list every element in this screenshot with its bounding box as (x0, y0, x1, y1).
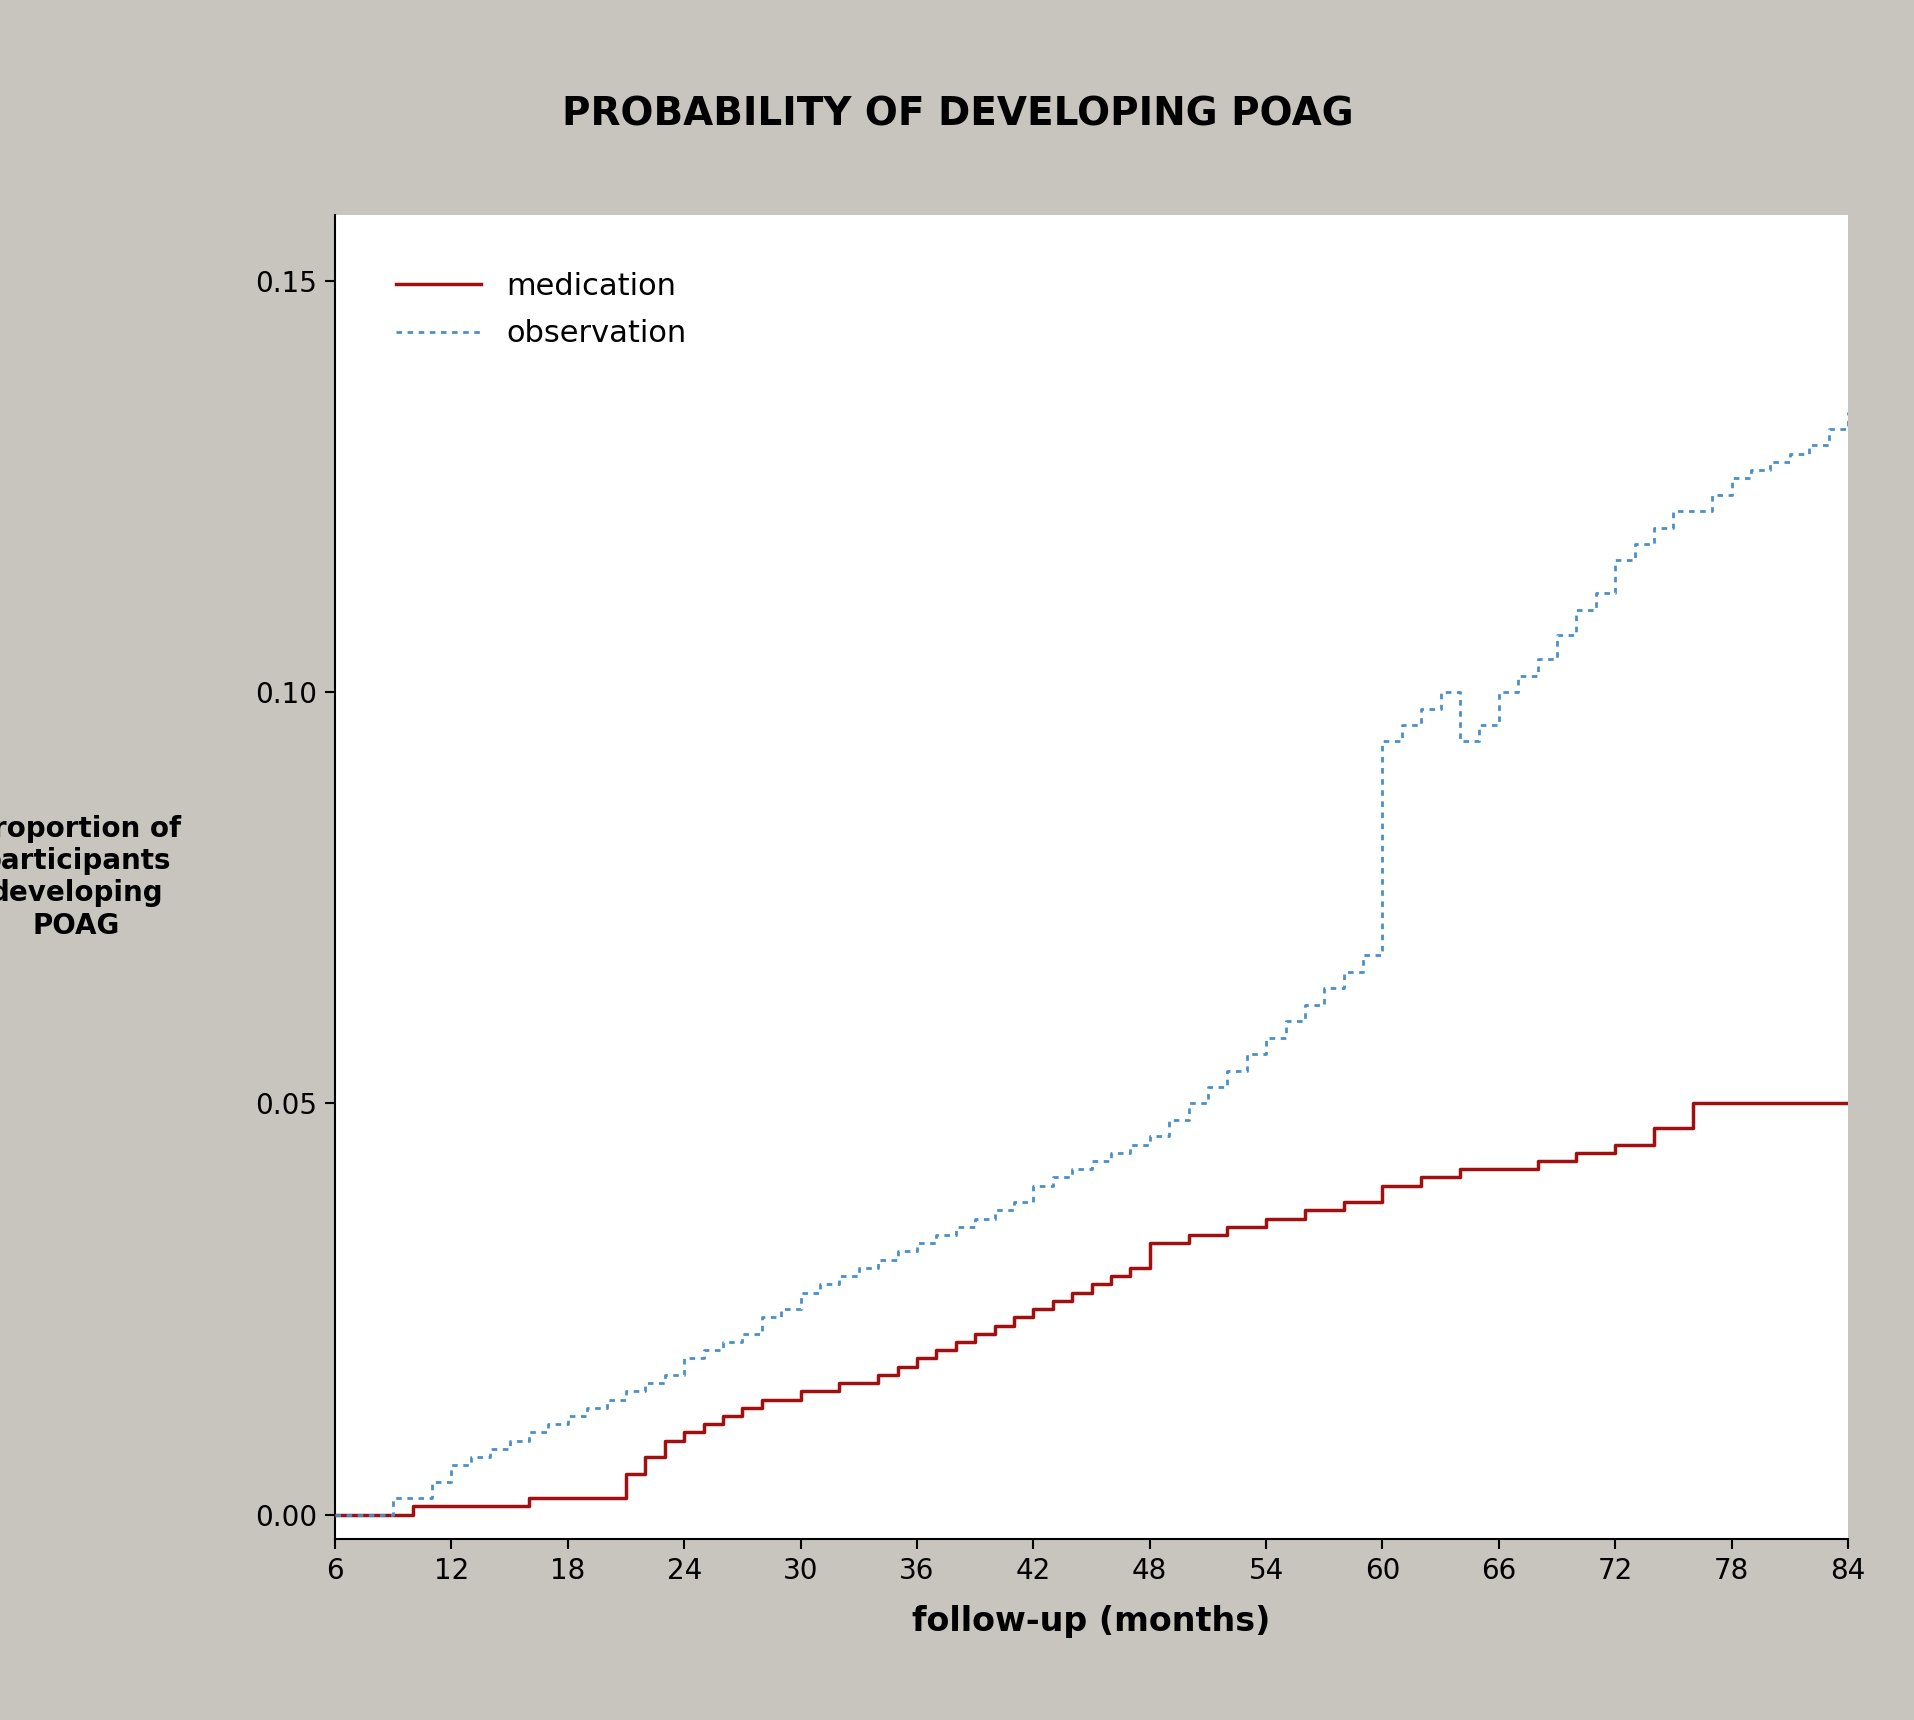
Text: PROBABILITY OF DEVELOPING POAG: PROBABILITY OF DEVELOPING POAG (561, 96, 1353, 134)
Text: proportion of
participants
developing
POAG: proportion of participants developing PO… (0, 815, 180, 939)
Legend: medication, observation: medication, observation (381, 256, 701, 363)
X-axis label: follow-up (months): follow-up (months) (911, 1605, 1271, 1637)
